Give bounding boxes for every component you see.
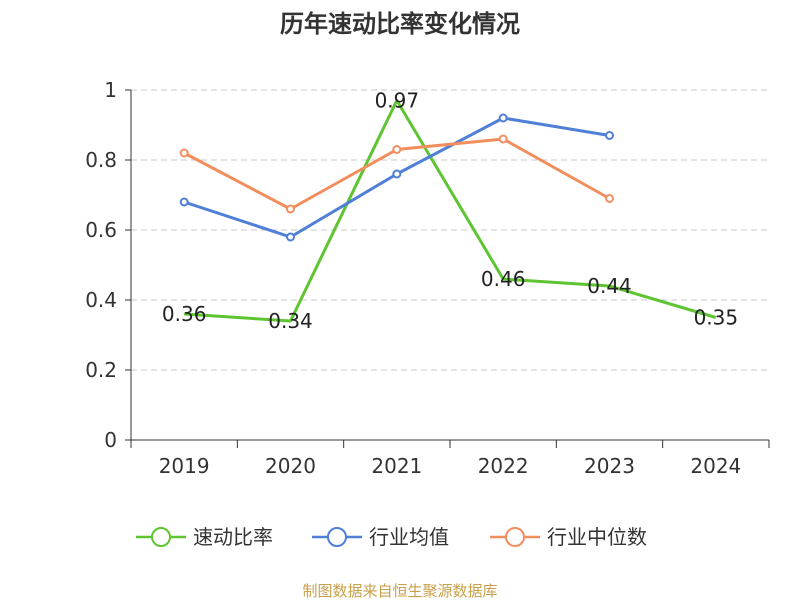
y-tick-label: 0.4 xyxy=(85,288,117,312)
gridlines xyxy=(131,89,769,371)
legend-label: 行业均值 xyxy=(369,525,449,549)
x-tick-label: 2020 xyxy=(265,454,316,478)
series-point-2 xyxy=(498,113,508,123)
series-point-2 xyxy=(179,197,189,207)
series-line-1 xyxy=(184,99,717,323)
data-label: 0.44 xyxy=(587,274,632,298)
series-point-3 xyxy=(392,145,402,154)
data-label: 0.97 xyxy=(375,89,420,113)
data-label: 0.36 xyxy=(162,302,207,326)
legend-marker xyxy=(505,527,525,547)
y-tick-label: 0.2 xyxy=(85,358,117,382)
series-point-3 xyxy=(605,194,614,203)
x-tick-label: 2021 xyxy=(371,454,422,478)
x-tick-label: 2019 xyxy=(159,454,210,478)
series-point-2 xyxy=(392,169,402,179)
y-tick-label: 0.6 xyxy=(85,218,117,242)
legend: 速动比率 行业均值 行业中位数 xyxy=(136,525,647,549)
y-tick-label: 1 xyxy=(104,78,117,102)
data-label: 0.35 xyxy=(694,306,739,330)
axes: 0 0.2 0.4 0.6 0.8 1 2019 2020 2021 2022 2023 2024 xyxy=(85,78,770,478)
legend-label: 行业中位数 xyxy=(547,525,647,549)
x-tick-label: 2022 xyxy=(478,454,529,478)
legend-marker xyxy=(327,527,347,547)
series-point-2 xyxy=(605,131,614,140)
series-layer xyxy=(179,99,717,323)
chart-title: 历年速动比率变化情况 xyxy=(280,10,520,38)
x-tick-label: 2024 xyxy=(690,454,741,478)
series-point-2 xyxy=(286,232,295,242)
source-note: 制图数据来自恒生聚源数据库 xyxy=(302,582,497,600)
legend-marker xyxy=(151,527,171,547)
x-tick-label: 2023 xyxy=(584,454,635,478)
series-point-3 xyxy=(286,204,295,214)
series-point-3 xyxy=(498,134,508,144)
y-tick-label: 0 xyxy=(104,428,117,452)
series-point-3 xyxy=(179,148,189,158)
data-labels: 0.36 0.34 0.97 0.46 0.44 0.35 xyxy=(162,89,738,334)
data-label: 0.34 xyxy=(268,309,313,333)
data-label: 0.46 xyxy=(481,267,526,291)
legend-label: 速动比率 xyxy=(193,525,273,549)
y-tick-label: 0.8 xyxy=(85,148,117,172)
